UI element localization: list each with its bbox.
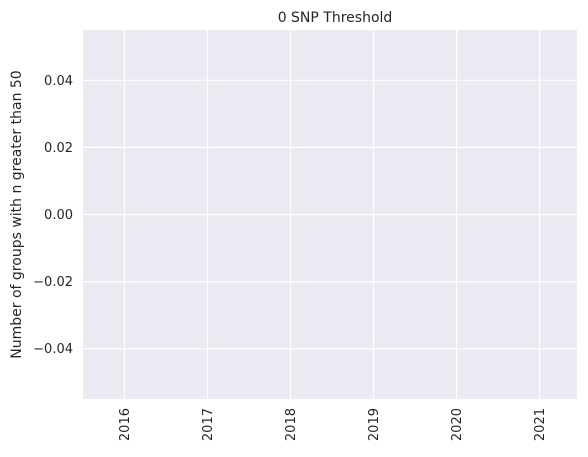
y-tick-label: −0.02 — [33, 275, 73, 290]
y-tick-label: 0.00 — [44, 208, 73, 223]
y-tick-label: −0.04 — [33, 342, 73, 357]
grid — [83, 30, 577, 399]
y-axis-ticks: 0.04 0.02 0.00 −0.02 −0.04 — [33, 74, 73, 357]
x-tick-label: 2016 — [118, 408, 133, 441]
chart-title: 0 SNP Threshold — [278, 10, 393, 26]
x-tick-label: 2017 — [201, 408, 216, 441]
x-tick-label: 2018 — [284, 408, 299, 441]
x-tick-label: 2021 — [533, 408, 548, 441]
y-axis-label: Number of groups with n greater than 50 — [9, 70, 25, 358]
x-tick-label: 2019 — [367, 408, 382, 441]
y-tick-label: 0.02 — [44, 141, 73, 156]
y-tick-label: 0.04 — [44, 74, 73, 89]
x-axis-ticks: 2016 2017 2018 2019 2020 2021 — [118, 408, 548, 441]
x-tick-label: 2020 — [450, 408, 465, 441]
